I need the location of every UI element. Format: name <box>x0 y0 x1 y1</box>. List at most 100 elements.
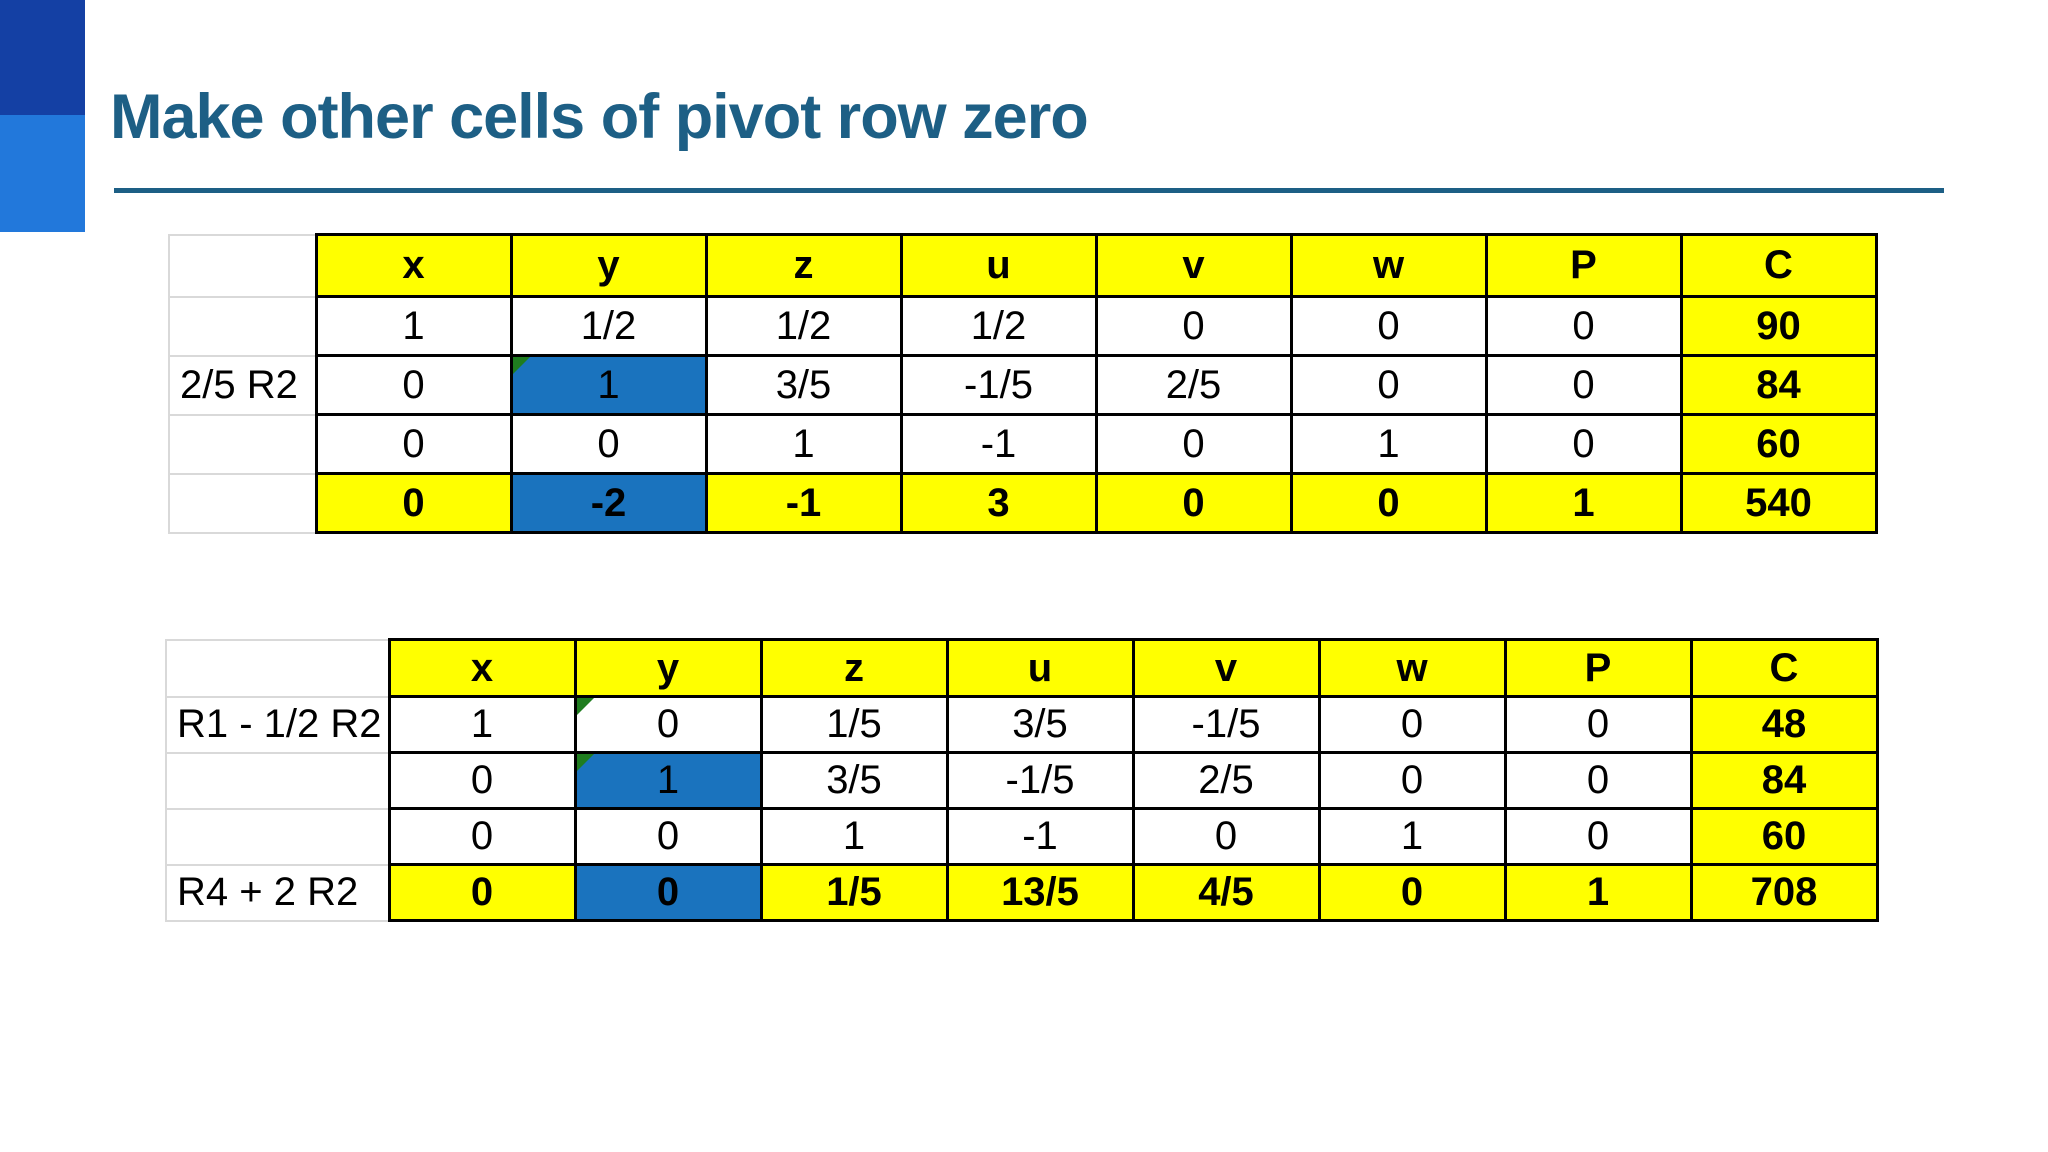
cell-value: 1/2 <box>970 303 1027 348</box>
cell-value: 13/5 <box>1001 870 1079 914</box>
column-header-cell: x <box>387 638 577 698</box>
cell-value: 0 <box>1572 421 1595 466</box>
value-cell: 708 <box>1689 863 1879 922</box>
value-cell: 0 <box>387 807 577 866</box>
value-cell: 13/5 <box>945 863 1135 922</box>
value-cell: 1 <box>1503 863 1693 922</box>
value-cell: 0 <box>1289 354 1488 416</box>
value-cell: 1/5 <box>759 695 949 754</box>
cell-value: 0 <box>1182 421 1205 466</box>
value-cell: 60 <box>1689 807 1879 866</box>
cell-value: 0 <box>1586 702 1610 746</box>
value-cell: -1/5 <box>945 751 1135 810</box>
value-cell: 0 <box>1484 354 1683 416</box>
cell-value: 1 <box>792 421 815 466</box>
table-row: 0 -2 -1 3 0 0 1 540 <box>168 472 1878 534</box>
value-cell: 1 <box>704 413 903 475</box>
value-cell: 540 <box>1679 472 1878 534</box>
table-row: 0 0 1 -1 0 1 0 60 <box>168 413 1878 475</box>
table-row: R4 + 2 R2 0 0 1/5 13/5 4/5 0 1 708 <box>165 863 1879 922</box>
cell-value: 0 <box>1377 362 1400 407</box>
cell-value: 0 <box>402 362 425 407</box>
row-label-cell <box>168 233 317 298</box>
cell-value: 1 <box>842 814 866 858</box>
cell-value: 1 <box>1586 870 1610 914</box>
column-header-cell: C <box>1679 233 1878 298</box>
cell-value: -1 <box>1022 814 1058 858</box>
value-cell: 3/5 <box>704 354 903 416</box>
cell-value: 0 <box>470 870 494 914</box>
pivot-cell: -2 <box>509 472 708 534</box>
cell-value: 0 <box>1214 814 1238 858</box>
cell-value: 1 <box>1400 814 1424 858</box>
title-underline <box>114 188 1944 193</box>
cell-value: 1 <box>470 702 494 746</box>
value-cell: 0 <box>1317 751 1507 810</box>
cell-value: 0 <box>1377 480 1400 525</box>
column-header-cell: w <box>1289 233 1488 298</box>
cell-value: 1/5 <box>826 870 882 914</box>
table-row: R1 - 1/2 R2 1 0 1/5 3/5 -1/5 0 0 48 <box>165 695 1879 754</box>
column-header-cell: u <box>899 233 1098 298</box>
column-header-cell: v <box>1131 638 1321 698</box>
cell-value: 0 <box>1182 480 1205 525</box>
row-label-cell <box>168 295 317 357</box>
row-label-cell: R4 + 2 R2 <box>165 863 390 922</box>
value-cell: 1/2 <box>509 295 708 357</box>
value-cell: 1 <box>1289 413 1488 475</box>
cell-value: 0 <box>402 480 425 525</box>
row-label-cell <box>165 638 390 698</box>
cell-value: 60 <box>1761 814 1807 858</box>
value-cell: 1 <box>387 695 577 754</box>
value-cell: 3/5 <box>759 751 949 810</box>
cell-value: 2/5 <box>1165 362 1222 407</box>
cell-value: -1/5 <box>1191 702 1261 746</box>
value-cell: 0 <box>314 413 513 475</box>
cell-value: 1/2 <box>580 303 637 348</box>
column-header-cell: w <box>1317 638 1507 698</box>
cell-value: 0 <box>470 814 494 858</box>
cell-value: 4/5 <box>1198 870 1254 914</box>
simplex-tableau-1: x y z u v w P C 1 1/2 1/2 1/2 0 0 0 90 2/5 R2 0 1 3/5 -1/5 2/… <box>168 233 1878 534</box>
cell-value: 0 <box>1400 870 1424 914</box>
column-header-cell: z <box>759 638 949 698</box>
value-cell: -1 <box>704 472 903 534</box>
cell-value: 0 <box>1377 303 1400 348</box>
column-header-cell: z <box>704 233 903 298</box>
cell-value: -2 <box>590 480 627 525</box>
cell-value: 0 <box>656 870 680 914</box>
cell-value: 0 <box>1586 814 1610 858</box>
corner-square-light <box>0 115 85 232</box>
cell-value: 3/5 <box>1012 702 1068 746</box>
value-cell: 0 <box>314 472 513 534</box>
value-cell: 0 <box>1289 295 1488 357</box>
cell-value: 1/2 <box>775 303 832 348</box>
row-label-cell <box>168 472 317 534</box>
value-cell: 1/2 <box>899 295 1098 357</box>
comment-flag-icon <box>576 698 594 715</box>
cell-value: 3 <box>987 480 1010 525</box>
cell-value: 3/5 <box>826 758 882 802</box>
cell-value: 84 <box>1761 758 1807 802</box>
value-cell: 84 <box>1689 751 1879 810</box>
table-row: 2/5 R2 0 1 3/5 -1/5 2/5 0 0 84 <box>168 354 1878 416</box>
cell-value: 0 <box>1182 303 1205 348</box>
cell-value: 60 <box>1756 421 1801 466</box>
value-cell: 1 <box>1484 472 1683 534</box>
cell-value: 1/5 <box>826 702 882 746</box>
column-header-cell: P <box>1484 233 1683 298</box>
pivot-cell: 0 <box>573 863 763 922</box>
cell-value: 1 <box>597 362 620 407</box>
value-cell: -1/5 <box>899 354 1098 416</box>
value-cell: 0 <box>1131 807 1321 866</box>
pivot-cell: 1 <box>573 751 763 810</box>
value-cell: 3 <box>899 472 1098 534</box>
value-cell: 84 <box>1679 354 1878 416</box>
cell-value: 3/5 <box>775 362 832 407</box>
value-cell: -1/5 <box>1131 695 1321 754</box>
column-header-cell: v <box>1094 233 1293 298</box>
comment-flag-icon <box>512 357 530 374</box>
cell-value: 48 <box>1761 702 1807 746</box>
row-label-cell <box>165 807 390 866</box>
